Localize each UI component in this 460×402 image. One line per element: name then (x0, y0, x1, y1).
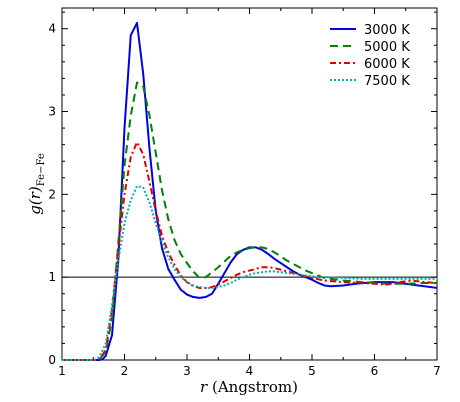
axis-ticks (61, 8, 438, 361)
x-tick-label: 5 (308, 364, 316, 378)
x-tick-label: 6 (371, 364, 379, 378)
series-line-3 (62, 141, 438, 361)
legend-label-4: 7500 K (364, 74, 410, 89)
y-tick-label: 2 (48, 187, 56, 201)
x-axis-label: r (Angstrom) (200, 378, 298, 396)
legend: 3000 K 5000 K 6000 K 7500 K (330, 23, 410, 89)
y-axis-label-sub: Fe−Fe (36, 153, 47, 186)
x-tick-label: 4 (246, 364, 254, 378)
x-tick-label: 7 (433, 364, 441, 378)
legend-label-1: 3000 K (364, 23, 410, 38)
x-axis-label-unit: (Angstrom) (207, 378, 298, 396)
y-axis-label-var: g(r) (26, 186, 44, 215)
x-tick-label: 3 (183, 364, 191, 378)
x-tick-label: 1 (58, 364, 66, 378)
series-line-2 (62, 81, 437, 361)
x-tick-label: 2 (121, 364, 129, 378)
y-axis-label: g(r)Fe−Fe (26, 153, 47, 215)
y-tick-label: 1 (48, 270, 56, 284)
y-tick-label: 0 (48, 353, 56, 367)
legend-label-3: 6000 K (364, 57, 410, 72)
y-tick-label: 4 (48, 22, 56, 36)
y-tick-label: 3 (48, 105, 56, 119)
series-line-1 (62, 21, 438, 361)
series-lines (62, 21, 438, 361)
legend-label-2: 5000 K (364, 40, 410, 55)
series-line-4 (62, 185, 437, 361)
x-axis-label-var: r (200, 378, 208, 396)
